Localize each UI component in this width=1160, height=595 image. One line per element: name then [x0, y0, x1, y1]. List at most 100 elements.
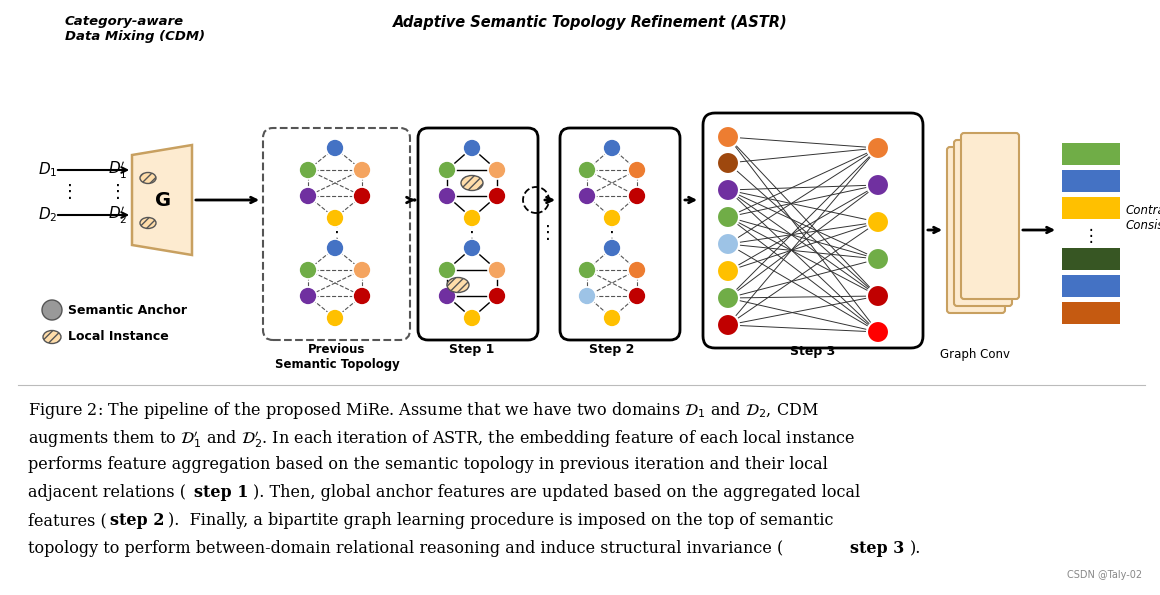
Text: step 1: step 1 — [194, 484, 248, 501]
Text: features (: features ( — [28, 512, 107, 529]
Ellipse shape — [43, 330, 61, 343]
Bar — [1063, 170, 1121, 192]
Bar — [1063, 302, 1121, 324]
Text: CSDN @Taly-02: CSDN @Taly-02 — [1067, 570, 1141, 580]
Text: performs feature aggregation based on the semantic topology in previous iteratio: performs feature aggregation based on th… — [28, 456, 828, 473]
Circle shape — [628, 287, 646, 305]
Ellipse shape — [447, 277, 469, 293]
Circle shape — [603, 239, 621, 257]
Text: step 2: step 2 — [110, 512, 165, 529]
Text: Contrastive
Consistency: Contrastive Consistency — [1125, 204, 1160, 232]
Circle shape — [438, 187, 456, 205]
Circle shape — [603, 209, 621, 227]
Circle shape — [463, 309, 481, 327]
Circle shape — [867, 211, 889, 233]
Circle shape — [326, 239, 345, 257]
Circle shape — [299, 187, 317, 205]
Circle shape — [438, 287, 456, 305]
Text: $D_1'$: $D_1'$ — [108, 159, 128, 180]
Text: Semantic Anchor: Semantic Anchor — [68, 303, 187, 317]
Text: Category-aware
Data Mixing (CDM): Category-aware Data Mixing (CDM) — [65, 15, 205, 43]
Circle shape — [353, 287, 371, 305]
Circle shape — [717, 314, 739, 336]
FancyBboxPatch shape — [954, 140, 1012, 306]
Circle shape — [867, 248, 889, 270]
Text: $D_2'$: $D_2'$ — [108, 205, 128, 226]
Circle shape — [628, 187, 646, 205]
Circle shape — [326, 309, 345, 327]
Circle shape — [867, 321, 889, 343]
Circle shape — [717, 233, 739, 255]
Ellipse shape — [461, 176, 483, 190]
Circle shape — [463, 209, 481, 227]
Circle shape — [326, 209, 345, 227]
FancyBboxPatch shape — [947, 147, 1005, 313]
Text: Step 1: Step 1 — [449, 343, 494, 356]
Circle shape — [353, 161, 371, 179]
Text: ). Then, global anchor features are updated based on the aggregated local: ). Then, global anchor features are upda… — [253, 484, 861, 501]
Text: ⋮: ⋮ — [603, 224, 621, 242]
Text: ⋮: ⋮ — [539, 224, 557, 242]
Circle shape — [717, 206, 739, 228]
Circle shape — [717, 287, 739, 309]
Text: Step 2: Step 2 — [589, 343, 635, 356]
Circle shape — [867, 174, 889, 196]
Circle shape — [326, 139, 345, 157]
Text: Previous
Semantic Topology: Previous Semantic Topology — [275, 343, 399, 371]
Polygon shape — [132, 145, 193, 255]
Circle shape — [299, 161, 317, 179]
Circle shape — [438, 161, 456, 179]
Text: ⋮: ⋮ — [109, 183, 126, 201]
Text: Local Instance: Local Instance — [68, 330, 168, 343]
Ellipse shape — [140, 218, 155, 228]
Text: adjacent relations (: adjacent relations ( — [28, 484, 186, 501]
Circle shape — [628, 161, 646, 179]
Circle shape — [603, 139, 621, 157]
Text: Graph Conv: Graph Conv — [940, 348, 1010, 361]
Circle shape — [628, 261, 646, 279]
Text: Adaptive Semantic Topology Refinement (ASTR): Adaptive Semantic Topology Refinement (A… — [393, 15, 788, 30]
Circle shape — [717, 152, 739, 174]
Circle shape — [353, 187, 371, 205]
Circle shape — [438, 261, 456, 279]
Circle shape — [488, 187, 506, 205]
Circle shape — [603, 309, 621, 327]
Circle shape — [578, 261, 596, 279]
Text: $D_1$: $D_1$ — [38, 161, 58, 179]
Bar — [1063, 197, 1121, 219]
Text: ).: ). — [909, 540, 921, 557]
Text: topology to perform between-domain relational reasoning and induce structural in: topology to perform between-domain relat… — [28, 540, 783, 557]
Circle shape — [867, 285, 889, 307]
Bar — [1063, 275, 1121, 297]
Text: ⋮: ⋮ — [1082, 227, 1100, 245]
Text: $\mathbf{G}$: $\mathbf{G}$ — [153, 190, 171, 209]
Text: Figure 2: The pipeline of the proposed MiRe. Assume that we have two domains $\m: Figure 2: The pipeline of the proposed M… — [28, 400, 819, 421]
Circle shape — [488, 287, 506, 305]
Text: $D_2$: $D_2$ — [38, 206, 57, 224]
Text: Step 3: Step 3 — [790, 345, 835, 358]
Circle shape — [488, 161, 506, 179]
Text: ⋮: ⋮ — [328, 224, 346, 242]
Circle shape — [867, 137, 889, 159]
Text: ⋮: ⋮ — [61, 183, 79, 201]
Bar — [1063, 143, 1121, 165]
Circle shape — [717, 126, 739, 148]
Circle shape — [463, 139, 481, 157]
Circle shape — [578, 161, 596, 179]
Circle shape — [578, 287, 596, 305]
Circle shape — [488, 261, 506, 279]
Circle shape — [717, 179, 739, 201]
Text: ).  Finally, a bipartite graph learning procedure is imposed on the top of seman: ). Finally, a bipartite graph learning p… — [168, 512, 834, 529]
Circle shape — [299, 261, 317, 279]
Circle shape — [717, 260, 739, 282]
Circle shape — [578, 187, 596, 205]
Circle shape — [353, 261, 371, 279]
Text: ⋮: ⋮ — [463, 224, 481, 242]
Text: augments them to $\mathcal{D}_1'$ and $\mathcal{D}_2'$. In each iteration of AST: augments them to $\mathcal{D}_1'$ and $\… — [28, 428, 855, 450]
Circle shape — [42, 300, 61, 320]
Text: step 3: step 3 — [850, 540, 905, 557]
Circle shape — [463, 239, 481, 257]
Circle shape — [299, 287, 317, 305]
FancyBboxPatch shape — [960, 133, 1018, 299]
Bar — [1063, 248, 1121, 270]
